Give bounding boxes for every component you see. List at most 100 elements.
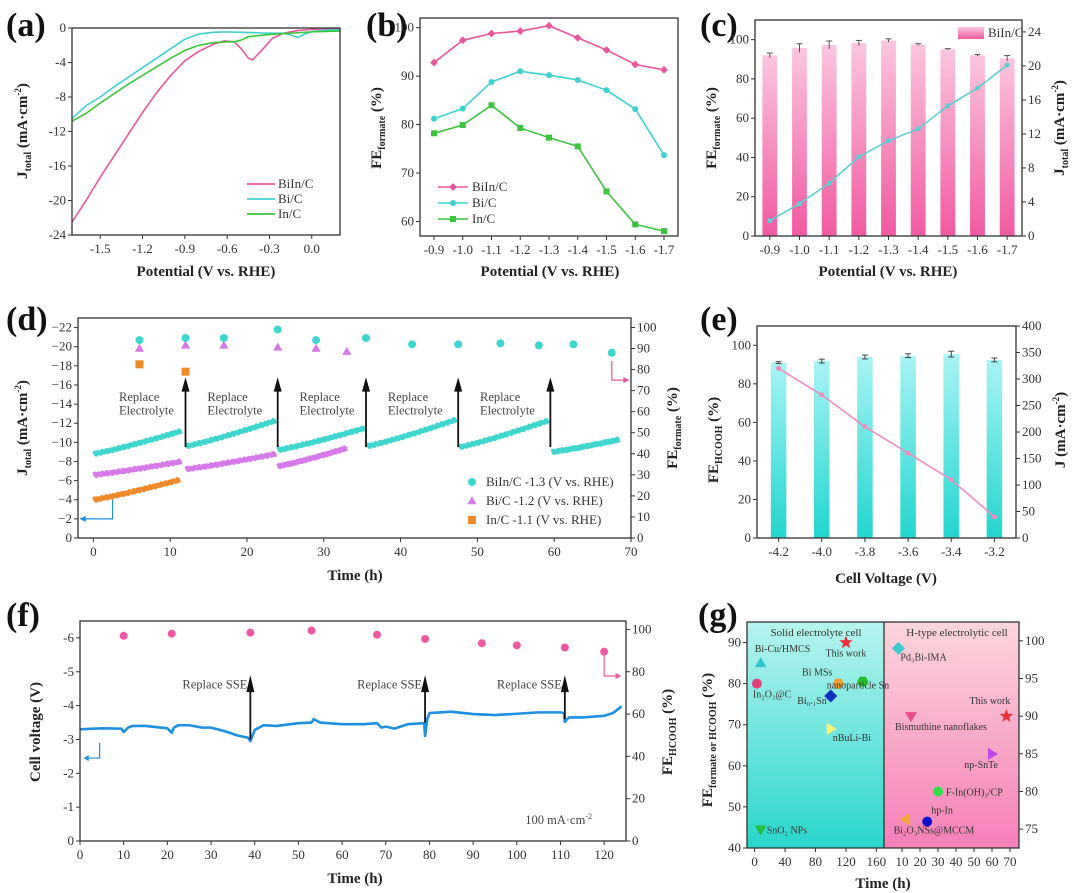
chart-d-fe-point-bic: [311, 343, 321, 352]
chart-f-ytick-label: -6: [63, 630, 74, 645]
chart-b-point-inc: [431, 130, 437, 137]
chart-a-legend-label: Bi/C: [278, 191, 303, 206]
chart-b-xtick-label: -1.7: [654, 242, 675, 257]
chart-d-fe-point-bic: [273, 342, 283, 351]
chart-d-fe-point-biinc: [135, 336, 144, 345]
chart-d-xtick-label: 40: [394, 544, 407, 559]
chart-d-replace-arrowhead: [546, 377, 555, 392]
chart-d-legend-label: In/C -1.1 (V vs. RHE): [486, 512, 601, 527]
chart-g-y2-ytick-label: 100: [1025, 633, 1045, 648]
chart-a-ylabel: Jtotal (mA·cm-2): [13, 83, 34, 179]
chart-c-xtick-label: -0.9: [760, 242, 781, 257]
chart-g-ytick-label: 50: [728, 799, 741, 814]
chart-g-htype-point-label: np-SnTe: [964, 760, 998, 771]
chart-d-replace-arrowhead: [273, 377, 282, 392]
chart-a-xtick-label: 0.0: [304, 241, 320, 256]
chart-g: Solid electrolyte cell H-type electrolyt…: [700, 621, 1045, 892]
chart-d-xtick-label: 30: [317, 544, 330, 559]
chart-d-ytick-label: 0: [66, 530, 73, 545]
chart-d-fe-point-biinc: [362, 334, 371, 342]
chart-e-ytick-label: 0: [745, 530, 752, 545]
chart-c-xtick-label: -1.0: [789, 242, 810, 257]
chart-d-y2-ytick-label: 40: [637, 446, 650, 461]
chart-f-fe-point: [600, 647, 609, 656]
chart-b-point-biinc: [487, 29, 496, 38]
chart-g-htype-point: [899, 813, 910, 826]
chart-d-fe-point-bic: [180, 340, 191, 349]
chart-c-point-jtotal: [856, 154, 862, 160]
chart-b-point-bic: [546, 72, 552, 79]
chart-d-current-biinc: [276, 425, 367, 453]
chart-g-ytick-label: 90: [728, 635, 741, 650]
chart-a-ytick-label: -20: [49, 193, 66, 208]
chart-b-xtick-label: -1.0: [452, 242, 473, 257]
chart-d-replace-label-2: Electrolyte: [480, 404, 535, 418]
chart-g-solid-point-label: SnO₂ NPs: [767, 826, 808, 837]
chart-b-line-biinc: [433, 24, 665, 71]
chart-b-legend-label: BiIn/C: [472, 179, 507, 194]
chart-a-ytick-label: -16: [49, 158, 67, 173]
chart-a-line-inc: [72, 30, 340, 122]
chart-d-ytick-label: −16: [52, 377, 73, 392]
chart-c-point-jtotal: [915, 126, 921, 132]
chart-d-y2-ytick-label: 70: [637, 383, 650, 398]
chart-c-point-jtotal: [767, 218, 773, 224]
chart-d-current-biinc: [457, 417, 550, 450]
chart-f-y2tick-label: 60: [632, 706, 645, 721]
chart-g-htype-point-label: hp-In: [931, 806, 953, 817]
chart-d-current-bic: [184, 451, 278, 473]
chart-e-point-j: [948, 477, 954, 483]
panel-label-b: (b): [366, 7, 408, 44]
chart-f-ytick-label: -2: [63, 765, 74, 780]
chart-c-xtick-label: -1.7: [997, 242, 1018, 257]
chart-g-ytick-label: 40: [728, 840, 741, 855]
chart-f-y2tick-label: 20: [632, 791, 645, 806]
chart-c-point-jtotal: [797, 201, 802, 207]
chart-c-ylabel: FEformate (%): [704, 87, 723, 169]
chart-d-fe-point-bic: [134, 343, 145, 352]
chart-e-xtick-label: -3.8: [855, 544, 876, 559]
chart-g-htype-point-label: This work: [970, 696, 1011, 707]
chart-d-left-axis-indicator-head: [79, 515, 86, 522]
chart-d-replace-arrowhead: [181, 377, 190, 392]
chart-b-xtick-label: -1.3: [539, 242, 560, 257]
chart-d-ytick-label: −18: [52, 358, 72, 373]
chart-c-legend-label: BiIn/C: [988, 25, 1023, 40]
chart-g-htype-xtick-label: 70: [1004, 854, 1017, 869]
chart-b-point-bic: [431, 115, 437, 122]
chart-c-ytick-label: 60: [736, 110, 749, 125]
chart-c-xtick-label: -1.4: [908, 242, 929, 257]
chart-c-ytick-label: 0: [743, 228, 750, 243]
chart-e-frame: [756, 325, 1017, 539]
chart-c-bar: [881, 40, 896, 237]
chart-c-y2-ytick-label: 16: [1028, 92, 1042, 107]
chart-b-legend-marker: [450, 200, 456, 206]
chart-d-y2-ytick-label: 90: [637, 341, 650, 356]
chart-b-line-inc: [433, 104, 665, 232]
chart-f-fe-point: [246, 628, 255, 637]
chart-b-point-bic: [632, 106, 639, 113]
chart-f-frame: [79, 620, 627, 842]
chart-c-bar: [851, 42, 867, 236]
chart-g-frame: [746, 621, 1020, 849]
chart-f-fe-point: [119, 631, 128, 640]
chart-f-ytick-label: -5: [63, 664, 74, 679]
chart-d-fe-point-biinc: [607, 348, 616, 357]
chart-f-xtick-label: 0: [77, 847, 84, 862]
chart-f-fe-point: [560, 643, 569, 652]
chart-c-point-jtotal: [1004, 62, 1010, 68]
chart-g-solid-xtick-label: 80: [809, 854, 822, 869]
chart-d-fe-point-bic: [342, 346, 352, 355]
chart-f-xlabel: Time (h): [327, 871, 382, 887]
chart-d-fe-point-biinc: [181, 334, 190, 342]
chart-f-y2tick-label: 100: [632, 621, 652, 636]
chart-d-ylabel: Jtotal (mA·cm-2): [13, 380, 34, 476]
chart-d-fe-point-biinc: [496, 339, 505, 348]
chart-c-ytick-label: 20: [736, 189, 749, 204]
chart-b-point-bic: [661, 152, 667, 159]
chart-e-bar: [857, 357, 873, 538]
chart-d-y2-ytick-label: 10: [637, 509, 650, 524]
chart-g-solid-title: Solid electrolyte cell: [770, 627, 861, 639]
